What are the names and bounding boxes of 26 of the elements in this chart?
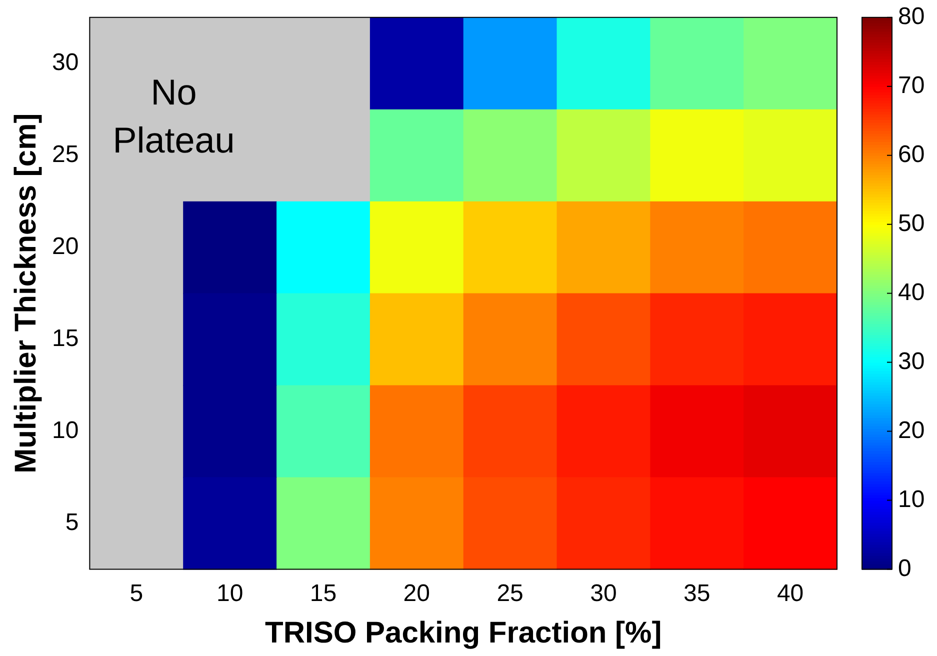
y-axis-title: Multiplier Thickness [cm] xyxy=(9,113,42,474)
y-tick-label: 15 xyxy=(52,324,79,352)
y-tick-label: 20 xyxy=(52,232,79,260)
color-bar-label: 70 xyxy=(898,72,925,99)
y-tick-label: 5 xyxy=(65,508,79,536)
color-bar-label: 20 xyxy=(898,416,925,444)
color-bar-label: 60 xyxy=(898,140,925,168)
x-tick-label: 40 xyxy=(776,580,804,608)
color-bar-label: 30 xyxy=(898,348,925,375)
color-bar-label: 50 xyxy=(898,210,925,237)
x-tick-label: 15 xyxy=(310,580,337,608)
x-tick-label: 5 xyxy=(130,580,144,608)
x-tick-label: 30 xyxy=(590,580,617,608)
y-tick-label: 10 xyxy=(52,416,79,444)
color-bar-label: 0 xyxy=(898,554,912,582)
x-tick-label: 20 xyxy=(403,580,430,608)
x-tick-label: 35 xyxy=(684,580,710,608)
annotation: No Plateau xyxy=(112,71,235,160)
x-tick-label: 10 xyxy=(216,580,244,608)
color-bar-label: 40 xyxy=(898,278,925,306)
x-tick-label: 25 xyxy=(496,580,524,608)
color-bar-label: 10 xyxy=(898,486,925,513)
y-tick-label: 30 xyxy=(52,49,79,76)
y-tick-label: 25 xyxy=(52,140,79,168)
color-bar-label: 80 xyxy=(898,3,925,30)
x-axis-title: TRISO Packing Fraction [%] xyxy=(264,616,662,650)
